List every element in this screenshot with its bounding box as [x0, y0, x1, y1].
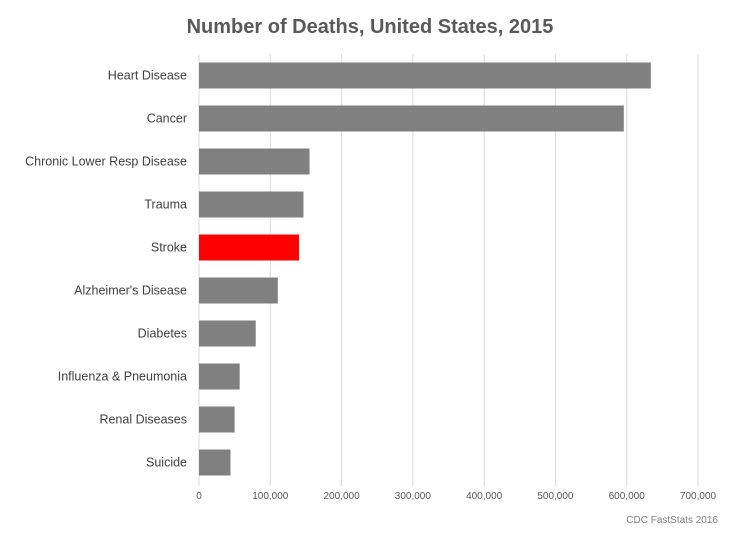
chart-title: Number of Deaths, United States, 2015	[186, 16, 554, 38]
x-tick-label: 400,000	[466, 491, 503, 502]
category-label: Chronic Lower Resp Disease	[25, 155, 187, 169]
x-tick-label: 200,000	[323, 491, 360, 502]
x-tick-label: 0	[196, 491, 202, 502]
x-tick-label: 700,000	[680, 491, 717, 502]
bar	[199, 277, 278, 304]
bar	[199, 363, 240, 390]
bar	[199, 406, 235, 433]
x-tick-label: 500,000	[537, 491, 574, 502]
bar	[199, 148, 310, 175]
x-tick-label: 100,000	[252, 491, 289, 502]
category-label: Cancer	[147, 112, 187, 126]
category-label: Influenza & Pneumonia	[58, 370, 187, 384]
x-tick-label: 300,000	[395, 491, 432, 502]
x-tick-label: 600,000	[609, 491, 646, 502]
category-label: Suicide	[146, 456, 187, 470]
bar	[199, 449, 231, 476]
bar	[199, 191, 304, 218]
category-label: Heart Disease	[108, 69, 187, 83]
bar	[199, 62, 651, 89]
bar	[199, 320, 256, 347]
bar	[199, 234, 300, 261]
category-label: Stroke	[151, 241, 187, 255]
category-label: Diabetes	[138, 327, 187, 341]
category-label: Alzheimer's Disease	[74, 284, 187, 298]
bar	[199, 105, 624, 132]
category-label: Trauma	[144, 198, 187, 212]
category-label: Renal Diseases	[99, 413, 187, 427]
source-note: CDC FastStats 2016	[626, 515, 718, 526]
